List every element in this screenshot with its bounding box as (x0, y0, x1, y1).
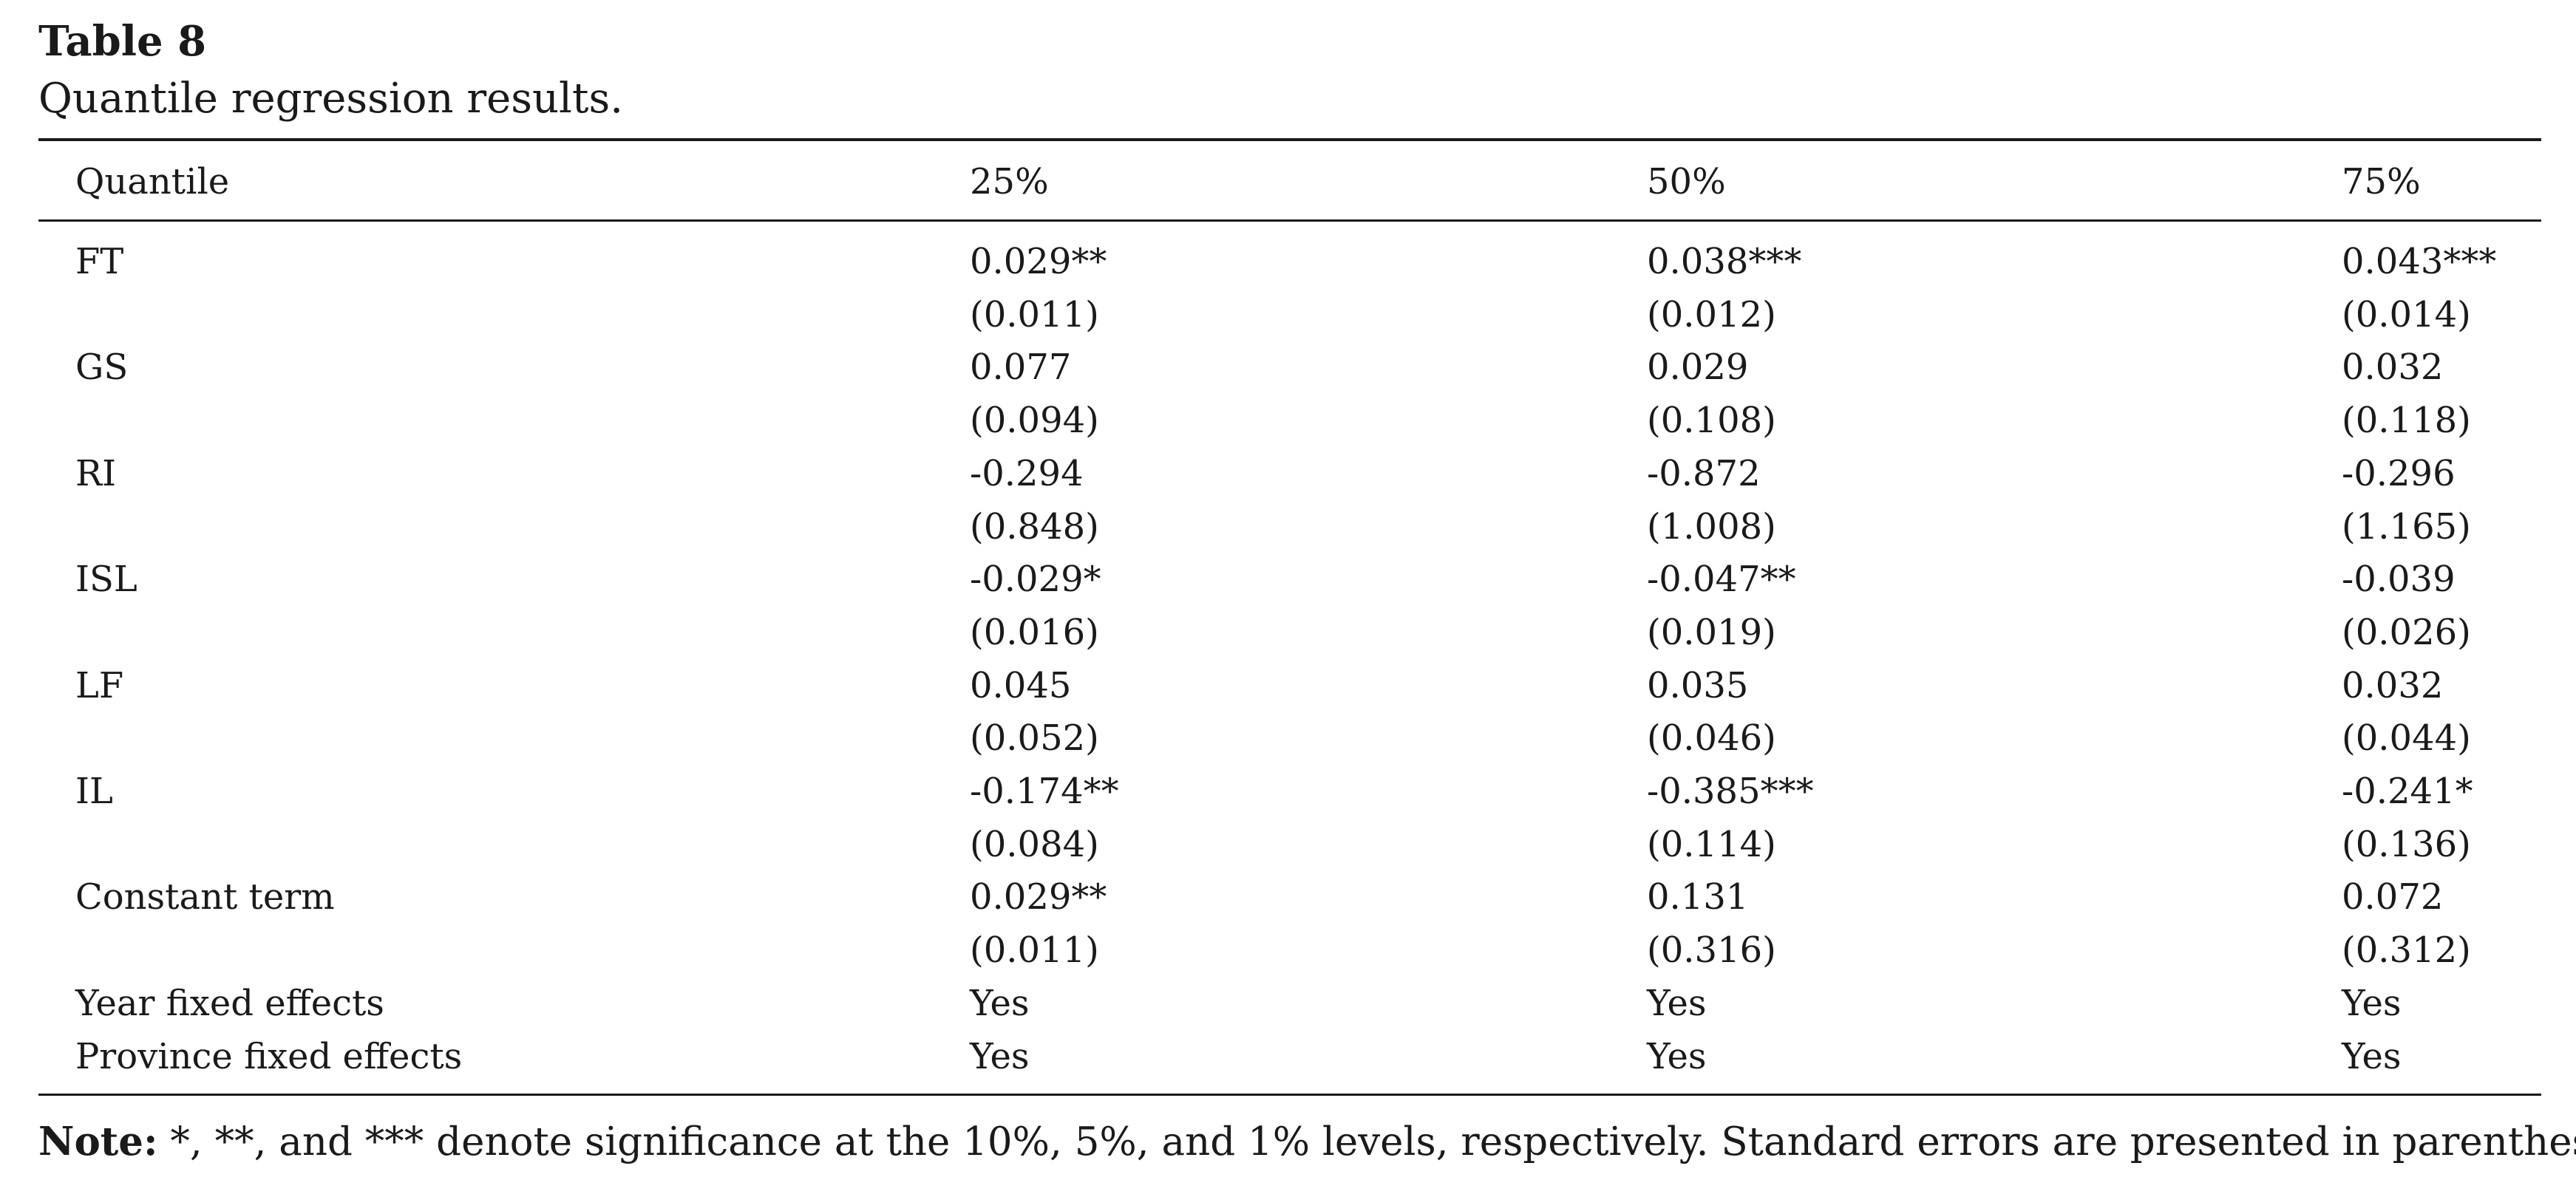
note-label: Note: (38, 1119, 158, 1164)
table-cell: (0.052) (970, 717, 1099, 759)
table-cell: 0.029 (1647, 347, 1749, 388)
table-cell: 0.038*** (1647, 241, 1802, 282)
table-cell: (0.114) (1647, 824, 1776, 865)
table-cell: 0.077 (970, 347, 1072, 388)
table-cell: 0.131 (1647, 876, 1749, 918)
table-cell: (0.108) (1647, 400, 1776, 441)
header-quantile: Quantile (75, 161, 230, 202)
note-text: *, **, and *** denote significance at th… (157, 1119, 2576, 1164)
table-cell: -0.241* (2342, 771, 2473, 812)
table-cell: (0.848) (970, 506, 1099, 548)
table-cell: Yes (970, 983, 1030, 1024)
table-cell: Yes (970, 1036, 1030, 1077)
table-cell: 0.072 (2342, 876, 2444, 918)
table-cell: Yes (1647, 1036, 1707, 1077)
table-cell: (0.011) (970, 930, 1099, 971)
row-label: GS (75, 347, 129, 388)
table-cell: 0.043*** (2342, 241, 2497, 282)
row-label: RI (75, 453, 117, 494)
table-cell: 0.032 (2342, 665, 2444, 706)
row-label: ISL (75, 559, 137, 600)
row-label: Year fixed effects (75, 983, 384, 1024)
table-cell: 0.029** (970, 876, 1107, 918)
table-cell: (0.014) (2342, 294, 2471, 335)
table-cell: Yes (2342, 983, 2402, 1024)
table-cell: (0.011) (970, 294, 1099, 335)
row-label: LF (75, 665, 124, 706)
table-cell: -0.296 (2342, 453, 2456, 494)
table-cell: (1.008) (1647, 506, 1776, 548)
header-25: 25% (970, 161, 1049, 202)
table-cell: -0.047** (1647, 559, 1796, 600)
table-cell: (0.084) (970, 824, 1099, 865)
row-label: Constant term (75, 876, 335, 918)
bottom-rule (38, 1094, 2541, 1096)
top-rule (38, 138, 2541, 141)
table-label: Table 8 (38, 17, 207, 66)
table-cell: 0.032 (2342, 347, 2444, 388)
row-label: Province fixed effects (75, 1036, 463, 1077)
table-cell: (0.094) (970, 400, 1099, 441)
row-label: IL (75, 771, 113, 812)
table-cell: (0.316) (1647, 930, 1776, 971)
table-cell: -0.872 (1647, 453, 1761, 494)
table-caption: Quantile regression results. (38, 75, 623, 123)
header-50: 50% (1647, 161, 1726, 202)
table-cell: 0.029** (970, 241, 1107, 282)
table-cell: -0.039 (2342, 559, 2456, 600)
table-cell: -0.174** (970, 771, 1119, 812)
table-cell: (0.136) (2342, 824, 2471, 865)
table-cell: 0.045 (970, 665, 1072, 706)
table-cell: -0.029* (970, 559, 1101, 600)
table-cell: (0.016) (970, 612, 1099, 653)
table-cell: -0.294 (970, 453, 1084, 494)
table-cell: (0.118) (2342, 400, 2471, 441)
table-cell: (0.046) (1647, 717, 1776, 759)
table-cell: -0.385*** (1647, 771, 1814, 812)
table-cell: (0.012) (1647, 294, 1776, 335)
table-cell: 0.035 (1647, 665, 1749, 706)
row-label: FT (75, 241, 124, 282)
table-cell: Yes (1647, 983, 1707, 1024)
table-cell: (1.165) (2342, 506, 2471, 548)
header-rule (38, 219, 2541, 222)
table-note: Note: *, **, and *** denote significance… (38, 1116, 2576, 1168)
header-75: 75% (2342, 161, 2421, 202)
table-cell: Yes (2342, 1036, 2402, 1077)
table-cell: (0.026) (2342, 612, 2471, 653)
table-cell: (0.019) (1647, 612, 1776, 653)
table-cell: (0.312) (2342, 930, 2471, 971)
table-cell: (0.044) (2342, 717, 2471, 759)
